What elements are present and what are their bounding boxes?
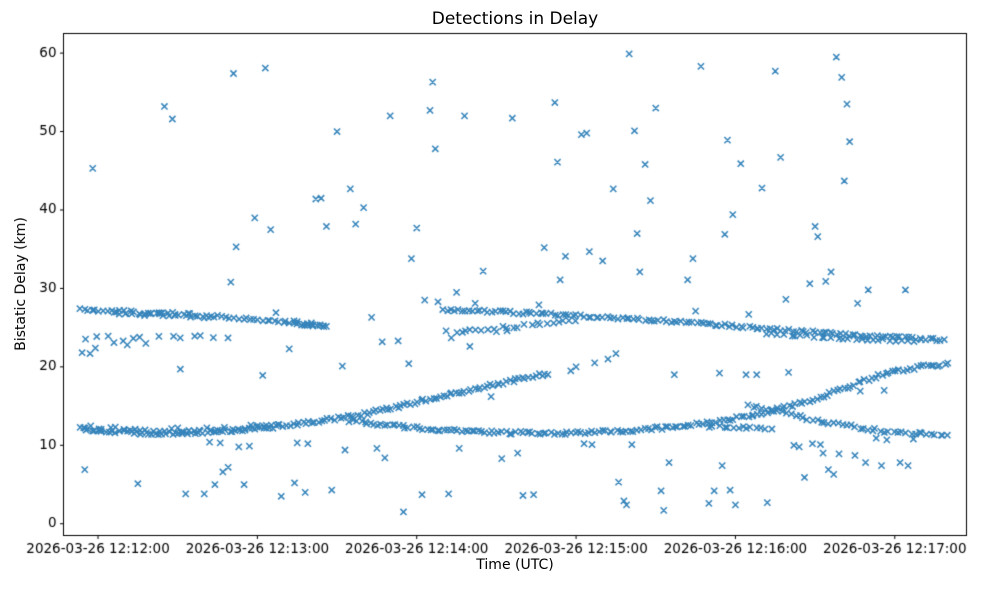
y-axis-label: Bistatic Delay (km) xyxy=(13,217,29,351)
x-axis-label: Time (UTC) xyxy=(476,557,554,573)
chart-title: Detections in Delay xyxy=(431,9,599,29)
